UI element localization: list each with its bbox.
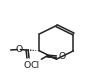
Text: O: O [58, 52, 66, 61]
Text: O: O [16, 45, 23, 54]
Text: O: O [24, 61, 31, 70]
Polygon shape [47, 55, 56, 59]
Text: Cl: Cl [30, 61, 39, 70]
